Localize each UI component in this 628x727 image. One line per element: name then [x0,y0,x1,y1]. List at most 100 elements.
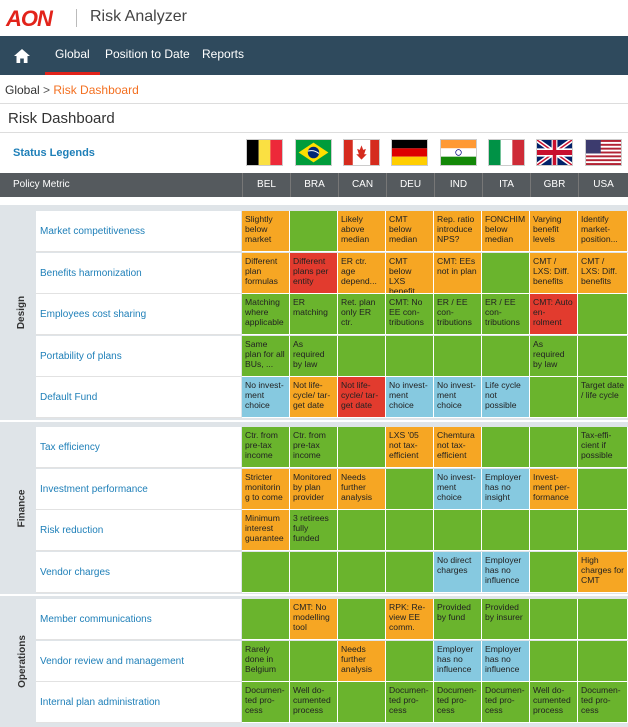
status-cell[interactable]: CMT / LXS: Diff. benefits [530,252,578,294]
status-cell[interactable]: Different plans per entity [290,252,338,294]
status-cell[interactable] [530,551,578,593]
policy-metric-link[interactable]: Employees cost sharing [36,294,241,335]
status-cell[interactable]: Employer has no insight [482,468,530,510]
status-cell[interactable] [338,551,386,593]
status-cell[interactable]: Ctr. from pre-tax income [242,427,290,468]
status-cell[interactable]: Varying benefit levels [530,211,578,252]
status-cell[interactable] [338,599,386,640]
tab-reports[interactable]: Reports [202,47,245,61]
aon-logo[interactable]: AON [6,6,53,31]
status-cell[interactable]: Documen-ted pro-cess [242,682,290,723]
status-cell[interactable] [578,335,628,377]
status-cell[interactable]: Different plan formulas [242,252,290,294]
status-cell[interactable] [530,599,578,640]
status-legends-link[interactable]: Status Legends [13,147,95,159]
status-cell[interactable] [338,682,386,723]
status-cell[interactable]: Life cycle not possible [482,377,530,418]
policy-metric-link[interactable]: Market competitiveness [36,211,241,252]
status-cell[interactable] [290,211,338,252]
status-cell[interactable]: Well do-cumented process [530,682,578,723]
status-cell[interactable] [482,252,530,294]
policy-metric-link[interactable]: Portability of plans [36,335,241,377]
status-cell[interactable] [434,335,482,377]
status-cell[interactable]: As required by law [290,335,338,377]
status-cell[interactable]: Employer has no influence [482,551,530,593]
status-cell[interactable]: CMT: Auto en-rolment [530,294,578,335]
status-cell[interactable] [386,510,434,551]
status-cell[interactable]: Invest-ment per-formance [530,468,578,510]
status-cell[interactable] [242,599,290,640]
status-cell[interactable]: No direct charges [434,551,482,593]
status-cell[interactable] [578,599,628,640]
status-cell[interactable]: Chemtura not tax-efficient [434,427,482,468]
status-cell[interactable]: Matching where applicable [242,294,290,335]
status-cell[interactable]: LXS '05 not tax-efficient [386,427,434,468]
status-cell[interactable]: ER / EE con-tributions [482,294,530,335]
policy-metric-link[interactable]: Benefits harmonization [36,252,241,294]
status-cell[interactable]: ER ctr. age depend... [338,252,386,294]
status-cell[interactable]: CMT below median [386,211,434,252]
status-cell[interactable] [386,640,434,682]
status-cell[interactable]: Rep. ratio introduce NPS? [434,211,482,252]
status-cell[interactable] [530,377,578,418]
status-cell[interactable]: Documen-ted pro-cess [434,682,482,723]
status-cell[interactable]: Stricter monitorin g to come [242,468,290,510]
status-cell[interactable]: No invest-ment choice [242,377,290,418]
status-cell[interactable]: FONCHIM below median [482,211,530,252]
status-cell[interactable] [482,510,530,551]
policy-metric-link[interactable]: Investment performance [36,468,241,510]
status-cell[interactable]: Not life-cycle/ tar-get date [290,377,338,418]
status-cell[interactable]: Documen-ted pro-cess [578,682,628,723]
status-cell[interactable] [578,640,628,682]
status-cell[interactable] [530,640,578,682]
policy-metric-link[interactable]: Default Fund [36,377,241,418]
status-cell[interactable] [578,294,628,335]
status-cell[interactable] [290,640,338,682]
status-cell[interactable]: No invest-ment choice [434,377,482,418]
status-cell[interactable]: 3 retirees fully funded [290,510,338,551]
status-cell[interactable]: CMT: No modelling tool [290,599,338,640]
status-cell[interactable]: Rarely done in Belgium [242,640,290,682]
status-cell[interactable]: Employer has no influence [434,640,482,682]
status-cell[interactable]: As required by law [530,335,578,377]
status-cell[interactable]: Likely above median [338,211,386,252]
status-cell[interactable]: Identify market-position... [578,211,628,252]
status-cell[interactable] [386,468,434,510]
status-cell[interactable]: CMT below LXS benefit [386,252,434,294]
status-cell[interactable]: Needs further analysis [338,640,386,682]
status-cell[interactable]: No invest-ment choice [434,468,482,510]
status-cell[interactable]: Monitored by plan provider [290,468,338,510]
tab-global[interactable]: Global [45,36,100,75]
status-cell[interactable] [434,510,482,551]
status-cell[interactable]: CMT: EEs not in plan [434,252,482,294]
status-cell[interactable]: ER matching [290,294,338,335]
status-cell[interactable]: Well do-cumented process [290,682,338,723]
status-cell[interactable]: Slightly below market [242,211,290,252]
status-cell[interactable]: Same plan for all BUs, ... [242,335,290,377]
status-cell[interactable]: Documen-ted pro-cess [386,682,434,723]
status-cell[interactable] [338,510,386,551]
policy-metric-link[interactable]: Internal plan administration [36,682,241,723]
status-cell[interactable] [530,427,578,468]
policy-metric-link[interactable]: Tax efficiency [36,427,241,468]
status-cell[interactable]: Minimum interest guarantee [242,510,290,551]
status-cell[interactable] [386,551,434,593]
status-cell[interactable] [578,510,628,551]
status-cell[interactable] [482,427,530,468]
status-cell[interactable]: CMT: No EE con-tributions [386,294,434,335]
breadcrumb-global[interactable]: Global [5,83,40,97]
status-cell[interactable] [338,427,386,468]
status-cell[interactable] [242,551,290,593]
status-cell[interactable]: Provided by fund [434,599,482,640]
status-cell[interactable] [386,335,434,377]
policy-metric-link[interactable]: Vendor charges [36,551,241,593]
status-cell[interactable] [482,335,530,377]
status-cell[interactable]: No invest-ment choice [386,377,434,418]
status-cell[interactable]: Ret. plan only ER ctr. [338,294,386,335]
status-cell[interactable]: ER / EE con-tributions [434,294,482,335]
tab-position-to-date[interactable]: Position to Date [105,47,190,61]
status-cell[interactable]: RPK: Re-view EE comm. [386,599,434,640]
status-cell[interactable]: High charges for CMT [578,551,628,593]
status-cell[interactable]: CMT / LXS: Diff. benefits [578,252,628,294]
home-button[interactable] [0,36,44,75]
